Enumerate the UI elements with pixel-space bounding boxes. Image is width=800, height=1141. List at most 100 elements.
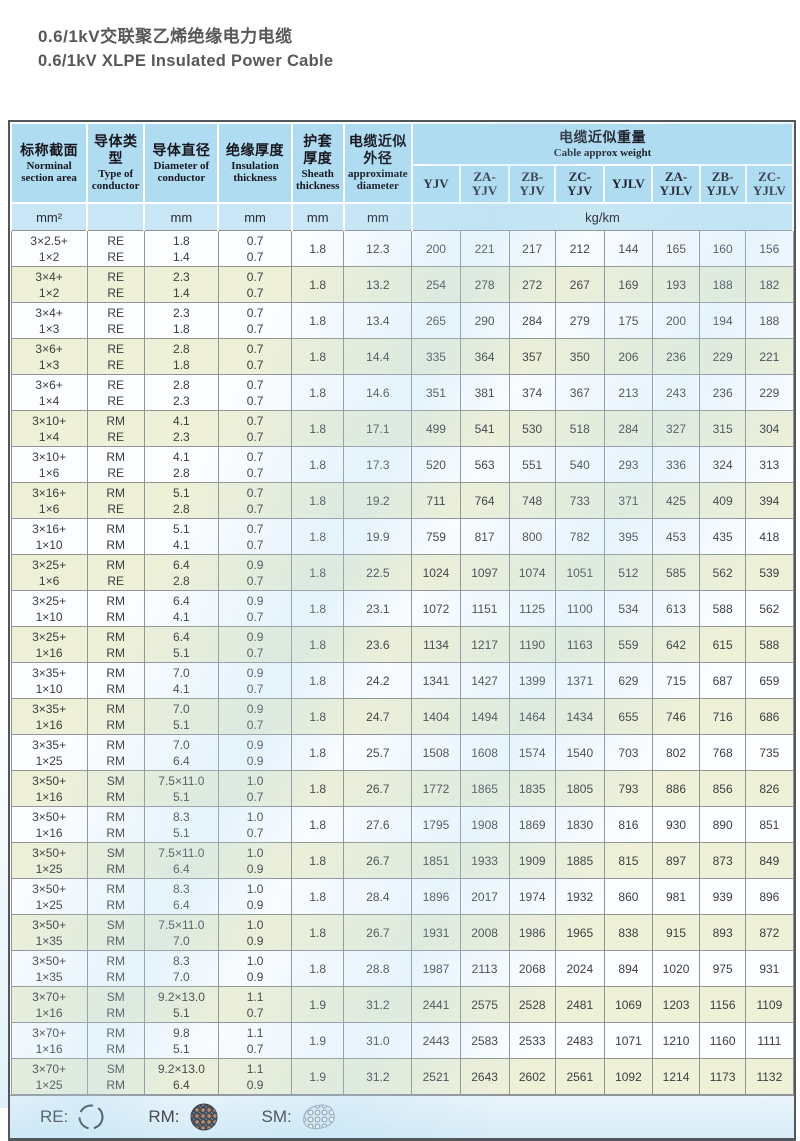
cell-insulation-thickness: 1.1 0.7 <box>217 986 293 1023</box>
table-row: 3×2.5+ 1×2 RE RE 1.8 1.4 0.7 0.7 1.8 12.3 200 221 21… <box>10 230 794 267</box>
cell-area: 3×35+ 1×10 <box>10 662 88 699</box>
cell-weight: 336 <box>651 446 701 483</box>
cell-conductor-diameter: 8.3 7.0 <box>143 950 219 987</box>
cell-area: 3×70+ 1×25 <box>10 1058 88 1095</box>
cell-weight: 2017 <box>459 878 510 915</box>
cell-weight: 206 <box>603 338 653 375</box>
cell-weight: 551 <box>508 446 556 483</box>
cell-insulation-thickness: 1.0 0.7 <box>217 806 293 843</box>
cell-weight: 313 <box>745 446 794 483</box>
cell-insulation-thickness: 0.7 0.7 <box>217 410 293 447</box>
cell-weight: 1608 <box>459 734 510 771</box>
cell-weight: 748 <box>508 482 556 519</box>
cell-insulation-thickness: 1.0 0.9 <box>217 842 293 879</box>
col-header-weight-group: 电缆近似重量 Cable approx weight <box>410 122 795 166</box>
cell-weight: 1399 <box>508 662 556 699</box>
cell-approx-diameter: 31.2 <box>343 1058 413 1095</box>
cell-conductor-type: RM RM <box>86 1022 145 1059</box>
cell-weight: 221 <box>745 338 794 375</box>
cell-weight: 435 <box>699 518 747 555</box>
unit-od: mm <box>342 202 413 231</box>
table-row: 3×10+ 1×4 RM RE 4.1 2.3 0.7 0.7 1.8 17.1 499 541 530… <box>10 410 794 447</box>
cell-weight: 335 <box>411 338 461 375</box>
cell-weight: 394 <box>745 482 794 519</box>
cell-sheath-thickness: 1.8 <box>291 770 345 807</box>
cell-insulation-thickness: 1.0 0.9 <box>217 914 293 951</box>
table-row: 3×50+ 1×35 SM RM 7.5×11.0 7.0 1.0 0.9 1.8 26.7 193… <box>10 914 794 951</box>
table-row: 3×70+ 1×25 SM RM 9.2×13.0 6.4 1.1 0.9 1.9 31.2 252… <box>10 1058 794 1095</box>
cell-area: 3×2.5+ 1×2 <box>10 230 88 267</box>
cell-weight: 221 <box>459 230 510 267</box>
cell-weight: 1203 <box>651 986 701 1023</box>
cell-weight: 703 <box>603 734 653 771</box>
cell-weight: 2583 <box>459 1022 510 1059</box>
cell-weight: 169 <box>603 266 653 303</box>
cell-sheath-thickness: 1.8 <box>291 518 345 555</box>
cell-weight: 1132 <box>745 1058 794 1095</box>
cell-weight: 182 <box>745 266 794 303</box>
cell-conductor-diameter: 7.0 5.1 <box>143 698 219 735</box>
cell-insulation-thickness: 0.9 0.9 <box>217 734 293 771</box>
cell-conductor-diameter: 7.5×11.0 5.1 <box>143 770 219 807</box>
cell-insulation-thickness: 0.9 0.7 <box>217 554 293 591</box>
cell-weight: 1795 <box>411 806 461 843</box>
cell-conductor-diameter: 6.4 5.1 <box>143 626 219 663</box>
cell-weight: 229 <box>745 374 794 411</box>
table-row: 3×25+ 1×6 RM RE 6.4 2.8 0.9 0.7 1.8 22.5 1024 1097 1… <box>10 554 794 591</box>
cell-insulation-thickness: 1.0 0.9 <box>217 878 293 915</box>
cell-weight: 1865 <box>459 770 510 807</box>
cell-weight: 367 <box>554 374 605 411</box>
cell-weight: 1404 <box>411 698 461 735</box>
cell-approx-diameter: 25.7 <box>343 734 413 771</box>
cell-weight: 893 <box>699 914 747 951</box>
cell-insulation-thickness: 1.1 0.7 <box>217 1022 293 1059</box>
cell-area: 3×4+ 1×2 <box>10 266 88 303</box>
cell-weight: 716 <box>699 698 747 735</box>
cell-weight: 585 <box>651 554 701 591</box>
cell-weight: 213 <box>603 374 653 411</box>
cell-weight: 588 <box>745 626 794 663</box>
page: 0.6/1kV交联聚乙烯绝缘电力电缆 0.6/1kV XLPE Insulate… <box>0 24 800 1141</box>
cell-area: 3×10+ 1×6 <box>10 446 88 483</box>
cell-weight: 894 <box>603 950 653 987</box>
cell-weight: 856 <box>699 770 747 807</box>
cell-weight: 816 <box>603 806 653 843</box>
cell-sheath-thickness: 1.8 <box>291 410 345 447</box>
cell-weight: 1217 <box>459 626 510 663</box>
cell-weight: 278 <box>459 266 510 303</box>
cell-weight: 2441 <box>411 986 461 1023</box>
sm-label: SM: <box>261 1107 292 1126</box>
cell-weight: 315 <box>699 410 747 447</box>
cell-area: 3×50+ 1×25 <box>10 842 88 879</box>
cell-weight: 939 <box>699 878 747 915</box>
cell-weight: 1772 <box>411 770 461 807</box>
cell-weight: 165 <box>651 230 701 267</box>
cell-weight: 793 <box>603 770 653 807</box>
cell-weight: 1540 <box>554 734 605 771</box>
table-row: 3×70+ 1×16 SM RM 9.2×13.0 5.1 1.1 0.7 1.9 31.2 244… <box>10 986 794 1023</box>
unit-diameter: mm <box>143 202 220 231</box>
cell-conductor-type: RM RM <box>86 878 145 915</box>
col-header-diameter: 导体直径 Diameter of conductor <box>143 122 220 204</box>
cell-conductor-diameter: 1.8 1.4 <box>143 230 219 267</box>
col-header-sheath-en: Sheath thickness <box>296 168 340 192</box>
cell-weight: 800 <box>508 518 556 555</box>
cell-weight: 1214 <box>651 1058 701 1095</box>
cell-weight: 1974 <box>508 878 556 915</box>
table-body: 3×2.5+ 1×2 RE RE 1.8 1.4 0.7 0.7 1.8 12.3 200 221 21… <box>10 230 794 1095</box>
cell-weight: 860 <box>603 878 653 915</box>
cell-area: 3×16+ 1×6 <box>10 482 88 519</box>
spec-table-container: 标称截面 Norminal section area 导体类型 Type of … <box>8 120 796 1141</box>
cell-weight: 981 <box>651 878 701 915</box>
cell-weight: 897 <box>651 842 701 879</box>
cell-weight: 642 <box>651 626 701 663</box>
cell-conductor-type: RM RM <box>86 734 145 771</box>
cell-weight: 156 <box>745 230 794 267</box>
cell-approx-diameter: 26.7 <box>343 770 413 807</box>
col-header-od-en: approximate diameter <box>348 168 408 192</box>
table-row: 3×50+ 1×25 RM RM 8.3 6.4 1.0 0.9 1.8 28.4 1896 2017… <box>10 878 794 915</box>
cell-weight: 1134 <box>411 626 461 663</box>
legend-item-sm: SM: <box>262 1102 338 1132</box>
cell-conductor-type: RM RM <box>86 626 145 663</box>
cell-weight: 1464 <box>508 698 556 735</box>
